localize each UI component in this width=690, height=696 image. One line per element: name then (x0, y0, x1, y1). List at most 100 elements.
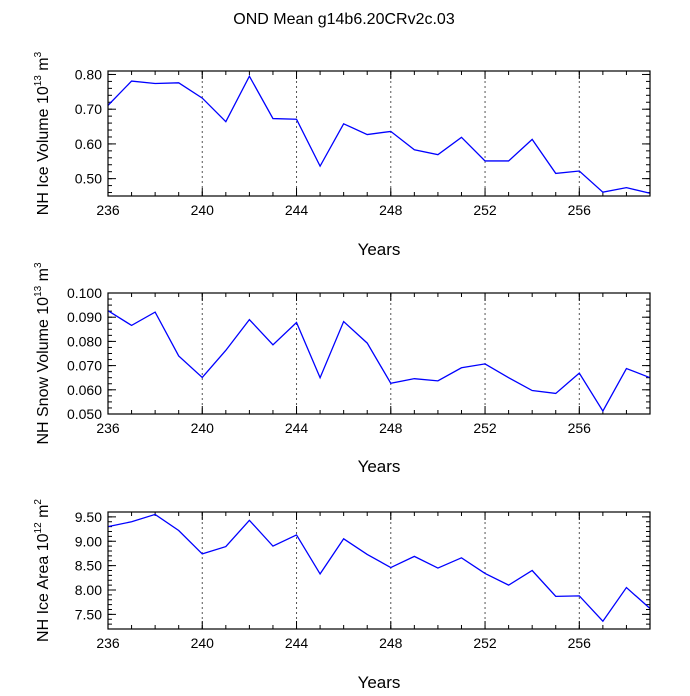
x-tick-label: 252 (473, 635, 497, 651)
data-point (461, 557, 463, 559)
data-point (508, 377, 510, 379)
data-point (131, 80, 133, 82)
data-point (626, 587, 628, 589)
x-axis-label: Years (358, 673, 401, 691)
data-point (626, 368, 628, 370)
x-tick-label: 256 (568, 420, 592, 436)
y-tick-label: 9.50 (75, 509, 102, 525)
y-axis-label: NH Snow Volume 1013 m3 (33, 262, 52, 445)
data-point (225, 350, 227, 352)
data-point (249, 75, 251, 77)
data-point (437, 154, 439, 156)
data-point (390, 567, 392, 569)
data-point (508, 160, 510, 162)
data-point (414, 149, 416, 151)
x-tick-label: 256 (568, 635, 592, 651)
data-point (296, 322, 298, 324)
data-point (154, 514, 156, 516)
y-tick-label: 0.60 (75, 136, 102, 152)
x-axis-label: Years (358, 457, 401, 476)
data-point (249, 519, 251, 521)
data-point (531, 570, 533, 572)
data-point (201, 377, 203, 379)
chart-panel-2: 236 240 244 248 252 256 0.050 0.060 0.070 0.080 0.… (33, 262, 651, 476)
data-point (484, 363, 486, 365)
x-tick-label: 236 (96, 420, 120, 436)
data-point (508, 584, 510, 586)
data-point (319, 573, 321, 575)
data-point (414, 556, 416, 558)
x-tick-label: 236 (96, 202, 120, 218)
chart-panel-1: 236 240 244 248 252 256 0.50 0.60 0.70 0.80 Years N… (33, 51, 651, 259)
data-point (178, 355, 180, 357)
y-tick-label: 0.060 (67, 382, 102, 398)
data-point (414, 378, 416, 380)
data-point (602, 410, 604, 412)
data-point (272, 118, 274, 120)
x-tick-label: 256 (568, 202, 592, 218)
data-point (319, 165, 321, 167)
data-point (555, 393, 557, 395)
data-point (296, 534, 298, 536)
data-point (484, 573, 486, 575)
y-tick-label: 8.00 (75, 582, 102, 598)
y-tick-label: 0.80 (75, 66, 102, 82)
x-tick-label: 236 (96, 635, 120, 651)
data-point (366, 554, 368, 556)
x-tick-label: 244 (285, 202, 309, 218)
data-point (366, 134, 368, 136)
y-tick-label: 0.080 (67, 333, 102, 349)
data-point (272, 344, 274, 346)
data-point (390, 131, 392, 133)
series-line (107, 74, 651, 194)
x-tick-label: 248 (379, 420, 403, 436)
data-point (626, 187, 628, 189)
data-point (579, 595, 581, 597)
y-tick-label: 9.00 (75, 533, 102, 549)
data-point (154, 311, 156, 313)
data-point (319, 377, 321, 379)
data-point (296, 118, 298, 120)
x-tick-label: 240 (191, 202, 215, 218)
data-point (602, 191, 604, 193)
data-point (201, 553, 203, 555)
data-point (225, 546, 227, 548)
data-point (178, 82, 180, 84)
series-line (107, 513, 651, 623)
y-tick-label: 0.090 (67, 309, 102, 325)
plot-frame (107, 292, 651, 415)
data-point (461, 367, 463, 369)
x-tick-label: 240 (191, 635, 215, 651)
x-tick-label: 252 (473, 420, 497, 436)
y-tick-label: 0.100 (67, 285, 102, 301)
data-point (531, 139, 533, 141)
data-point (531, 390, 533, 392)
y-tick-label: 8.50 (75, 558, 102, 574)
data-point (343, 123, 345, 125)
plot-frame (107, 511, 651, 630)
series-line (107, 310, 651, 413)
x-axis-label: Years (358, 240, 401, 259)
x-tick-label: 244 (285, 420, 309, 436)
chart-panels: 236 240 244 248 252 256 0.50 0.60 0.70 0.80 Years N… (33, 51, 651, 692)
x-tick-label: 252 (473, 202, 497, 218)
data-point (343, 321, 345, 323)
x-tick-label: 244 (285, 635, 309, 651)
data-point (343, 538, 345, 540)
data-point (602, 620, 604, 622)
x-tick-label: 248 (379, 635, 403, 651)
data-point (366, 342, 368, 344)
data-point (131, 325, 133, 327)
data-point (555, 173, 557, 175)
y-axis-label: NH Ice Area 1012 m2 (33, 499, 52, 642)
data-point (249, 319, 251, 321)
data-point (579, 372, 581, 374)
y-tick-label: 7.50 (75, 606, 102, 622)
data-point (178, 530, 180, 532)
data-point (154, 83, 156, 85)
data-point (225, 121, 227, 123)
chart-panel-3: 236 240 244 248 252 256 7.50 8.00 8.50 9.00 9.50 Ye… (33, 499, 651, 692)
data-point (437, 567, 439, 569)
y-axis-label: NH Ice Volume 1013 m3 (33, 51, 52, 215)
